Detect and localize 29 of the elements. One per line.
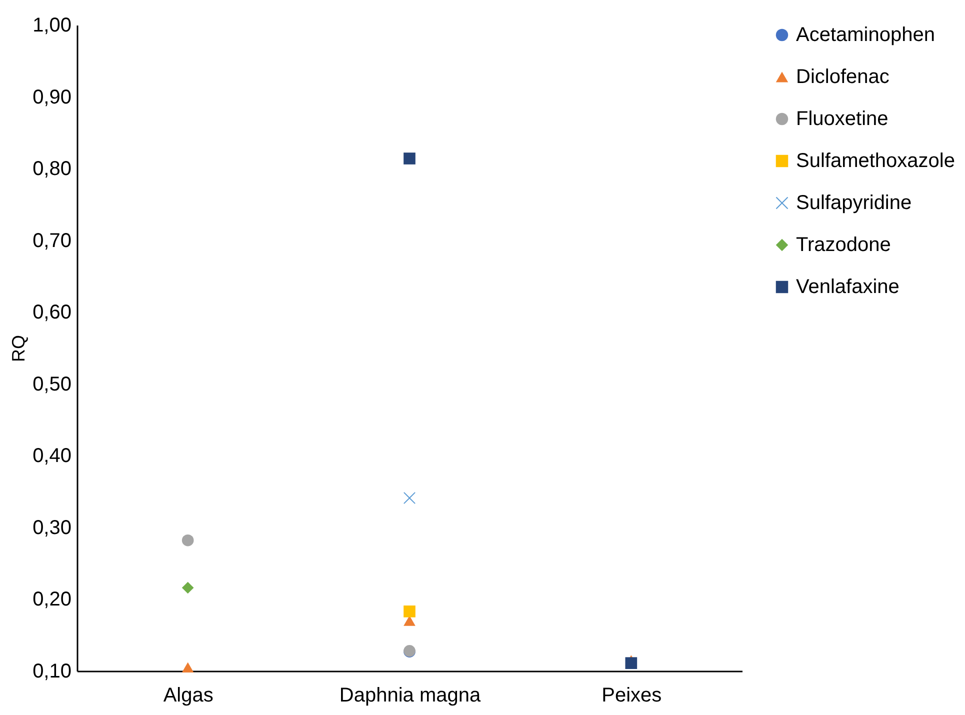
y-tick-label: 0,60 <box>32 302 72 324</box>
point <box>404 492 416 504</box>
legend-label: Trazodone <box>796 234 891 256</box>
legend-label: Acetaminophen <box>796 24 935 46</box>
y-tick-label: 0,20 <box>32 588 72 611</box>
x-tick-label: Algas <box>163 684 214 706</box>
point <box>404 152 416 164</box>
point <box>182 582 194 594</box>
y-tick-label: 0,50 <box>32 373 72 396</box>
y-tick-label: 0,90 <box>32 86 72 108</box>
point <box>625 657 638 670</box>
legend-label: Fluoxetine <box>796 108 888 130</box>
legend-label: Sulfapyridine <box>796 192 912 214</box>
y-tick-label: 0,70 <box>32 230 72 252</box>
legend-label: Sulfamethoxazole <box>796 150 955 172</box>
point <box>182 662 194 673</box>
x-tick-label: Peixes <box>602 684 662 706</box>
legend-label: Venlafaxine <box>796 276 900 298</box>
y-tick-label: 0,10 <box>32 660 72 682</box>
y-tick-label: 0,40 <box>32 445 72 468</box>
point <box>404 606 416 618</box>
x-tick-label: Daphnia magna <box>339 684 482 706</box>
point <box>404 616 416 626</box>
point <box>182 534 194 546</box>
legend-label: Diclofenac <box>796 66 890 88</box>
y-axis-title: RQ <box>8 335 29 362</box>
y-tick-label: 1,00 <box>32 14 72 36</box>
y-tick-label: 0,80 <box>32 158 72 180</box>
y-tick-label: 0,30 <box>32 516 72 539</box>
